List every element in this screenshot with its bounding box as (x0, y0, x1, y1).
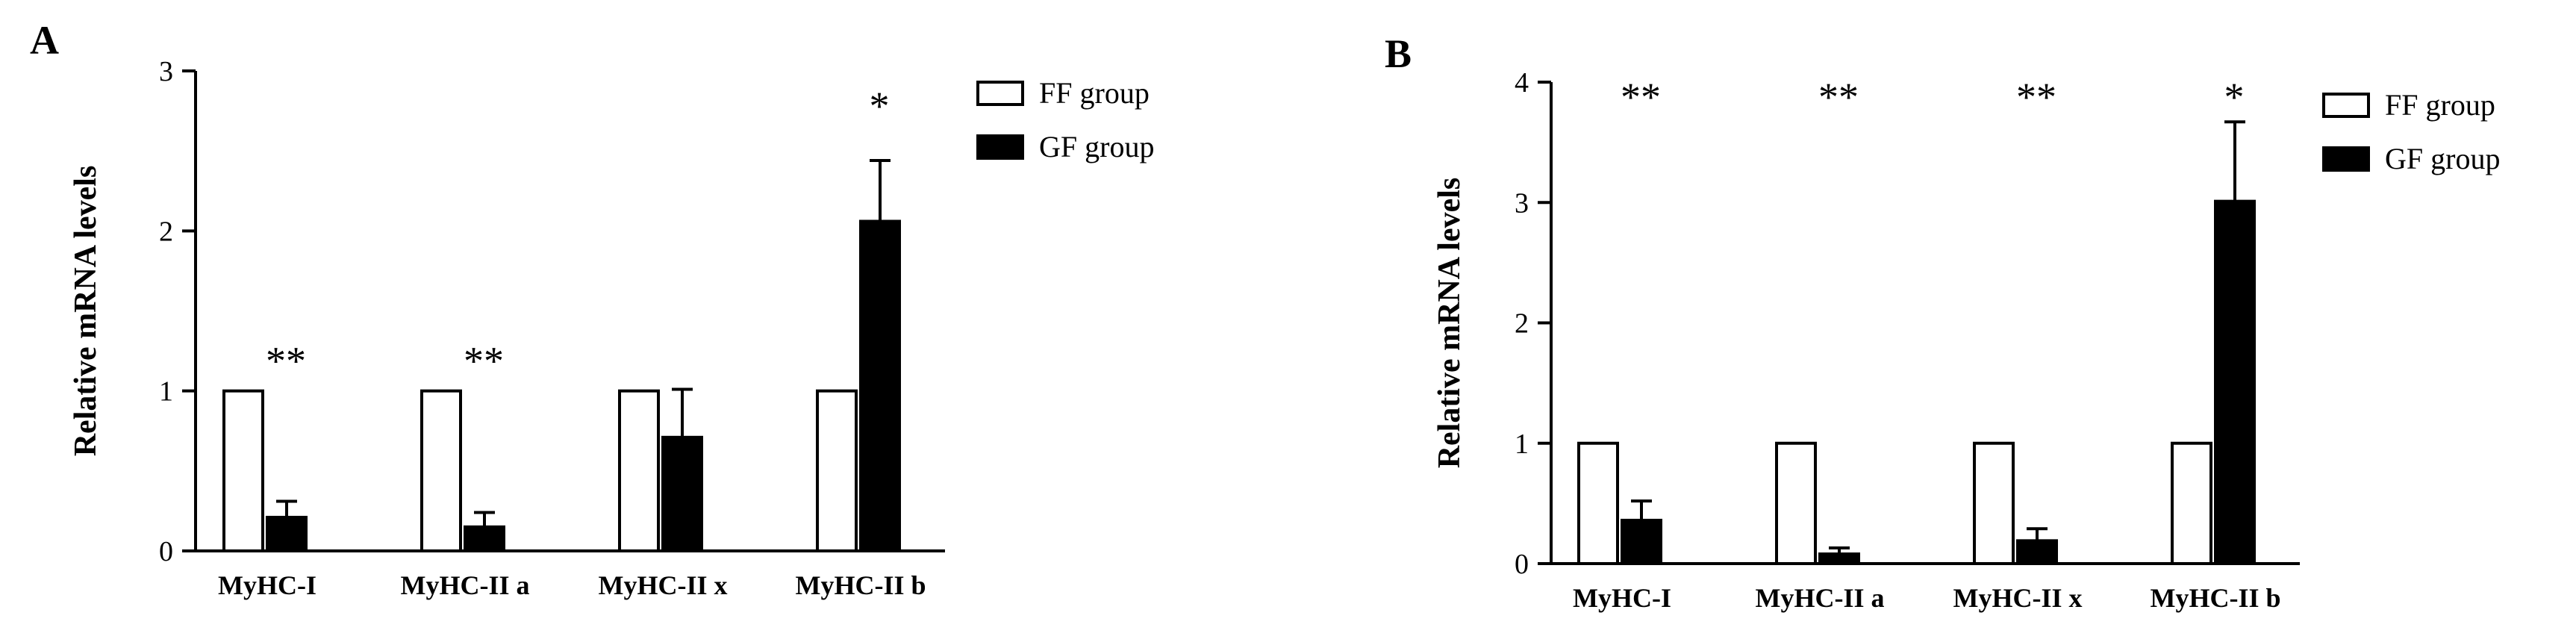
bar-ff (222, 389, 264, 553)
significance-marker: ** (266, 339, 306, 384)
legend-label: FF group (1039, 76, 1150, 110)
legend-label: GF group (2385, 142, 2500, 175)
bar-ff (2171, 441, 2212, 565)
x-category-label: MyHC-I (1573, 583, 1671, 613)
y-tick-label: 2 (159, 216, 173, 247)
y-tick-label: 3 (159, 56, 173, 87)
bar-gf (661, 435, 703, 552)
y-tick-label: 2 (1515, 308, 1529, 340)
significance-marker: * (2224, 75, 2245, 119)
x-category-label: MyHC-II a (1756, 583, 1885, 613)
y-tick-label: 0 (1515, 549, 1529, 580)
bar-gf (2214, 199, 2256, 565)
y-axis-label: Relative mRNA levels (1432, 178, 1467, 469)
x-category-label: MyHC-II x (1953, 583, 2083, 613)
y-tick-label: 4 (1515, 67, 1529, 99)
x-category-label: MyHC-II a (401, 570, 530, 600)
legend-swatch-gf (976, 134, 1024, 160)
y-axis-label: Relative mRNA levels (69, 166, 103, 457)
bar-ff (1973, 441, 2015, 565)
chart-panel-a: A 0 1 2 3 Relative mRNA levels MyHC-I ** MyHC-II… (30, 18, 1154, 600)
y-tick-label: 1 (159, 376, 173, 408)
legend-swatch-ff (976, 81, 1024, 106)
x-category-label: MyHC-II b (2150, 583, 2280, 613)
bar-ff (1775, 441, 1817, 565)
significance-marker: ** (464, 339, 504, 384)
significance-marker: * (870, 84, 890, 128)
x-category-label: MyHC-II b (795, 570, 926, 600)
y-tick-label: 0 (159, 536, 173, 567)
panel-label: A (30, 18, 59, 63)
significance-marker: ** (2016, 75, 2056, 119)
y-tick-label: 1 (1515, 428, 1529, 460)
y-tick-label: 3 (1515, 187, 1529, 219)
bar-ff (816, 389, 858, 553)
panel-label: B (1385, 31, 1412, 76)
significance-marker: ** (1818, 75, 1859, 119)
x-category-label: MyHC-II x (599, 570, 728, 600)
bar-gf (464, 525, 505, 552)
bar-ff (1577, 441, 1619, 565)
bar-gf (1621, 518, 1662, 566)
bar-ff (618, 389, 660, 553)
bar-gf (2016, 539, 2058, 565)
legend-swatch-gf (2322, 146, 2370, 172)
significance-marker: ** (1621, 75, 1661, 119)
legend-label: FF group (2385, 88, 2495, 122)
bar-gf (1818, 552, 1860, 565)
bar-gf (266, 515, 308, 552)
chart-panel-b: B 0 1 2 3 4 Relative mRNA levels MyHC-I ** MyHC-I… (1385, 31, 2500, 613)
legend-label: GF group (1039, 130, 1154, 163)
legend-swatch-ff (2322, 93, 2370, 118)
x-category-label: MyHC-I (218, 570, 316, 600)
bar-gf (859, 219, 901, 552)
bar-ff (420, 389, 462, 553)
